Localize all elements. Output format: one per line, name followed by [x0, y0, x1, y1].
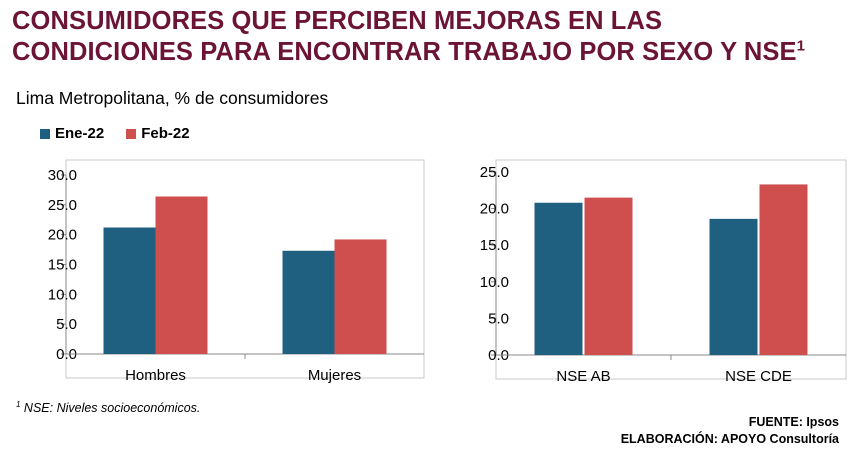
y-tick-label: 15.0	[480, 237, 509, 254]
bar-feb-22-nse-cde	[759, 184, 808, 355]
legend-label-ene: Ene-22	[55, 125, 105, 142]
y-tick-label: 10.0	[480, 274, 509, 291]
bar-ene-22-nse-ab	[534, 202, 583, 355]
legend-label-feb: Feb-22	[141, 125, 190, 142]
y-tick-label: 20.0	[480, 201, 509, 218]
y-tick-label: 20.0	[48, 227, 77, 244]
y-tick-label: 25.0	[48, 197, 77, 214]
title-line-2: CONDICIONES PARA ENCONTRAR TRABAJO POR S…	[12, 37, 806, 66]
x-category-label: NSE AB	[556, 368, 610, 385]
y-tick-label: 5.0	[56, 316, 77, 333]
legend-swatch-ene	[40, 128, 50, 139]
bar-ene-22-mujeres	[282, 250, 335, 354]
bar-feb-22-mujeres	[334, 239, 387, 354]
x-category-label: NSE CDE	[725, 368, 792, 385]
bar-ene-22-nse-cde	[709, 218, 758, 355]
y-tick-label: 5.0	[488, 310, 509, 327]
y-tick-label: 25.0	[480, 164, 509, 181]
legend-item-feb: Feb-22	[126, 125, 190, 142]
legend: Ene-22 Feb-22	[40, 125, 190, 142]
legend-item-ene: Ene-22	[40, 125, 104, 142]
title-superscript: 1	[796, 37, 806, 55]
y-tick-label: 15.0	[48, 257, 77, 274]
y-tick-label: 30.0	[48, 167, 77, 184]
elaboration-text: ELABORACIÓN: APOYO Consultoría	[620, 432, 839, 446]
footnote: 1 NSE: Niveles socioeconómicos.	[16, 400, 201, 416]
bar-ene-22-hombres	[103, 227, 156, 354]
x-category-label: Mujeres	[308, 367, 361, 384]
source-block: FUENTE: Ipsos ELABORACIÓN: APOYO Consult…	[621, 414, 839, 448]
legend-swatch-feb	[126, 128, 137, 139]
bar-feb-22-nse-ab	[584, 197, 633, 355]
chart-title: CONSUMIDORES QUE PERCIBEN MEJORAS EN LAS…	[12, 6, 857, 68]
title-line-1: CONSUMIDORES QUE PERCIBEN MEJORAS EN LAS	[12, 7, 663, 35]
chart-subtitle: Lima Metropolitana, % de consumidores	[16, 88, 329, 108]
x-category-label: Hombres	[125, 367, 186, 384]
y-tick-label: 10.0	[48, 286, 77, 303]
bar-feb-22-hombres	[155, 196, 208, 354]
source-text: FUENTE: Ipsos	[748, 415, 839, 429]
